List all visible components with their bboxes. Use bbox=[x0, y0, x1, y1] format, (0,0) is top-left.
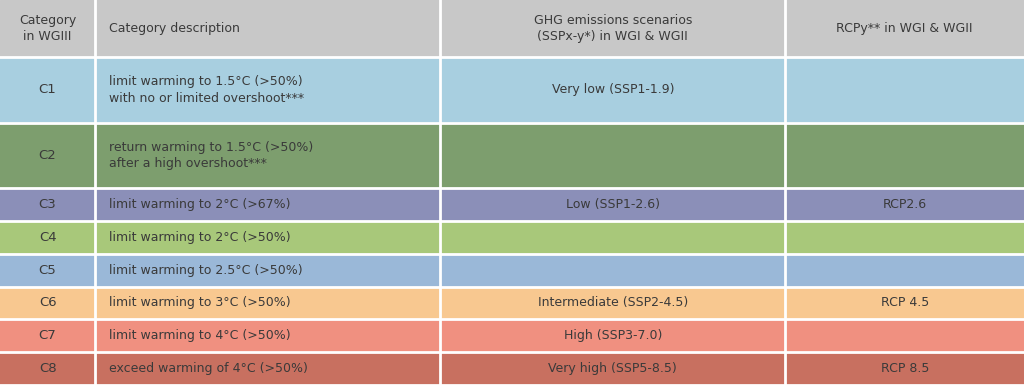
Text: C3: C3 bbox=[39, 198, 56, 211]
Text: GHG emissions scenarios
(SSPx-y*) in WGI & WGII: GHG emissions scenarios (SSPx-y*) in WGI… bbox=[534, 14, 692, 43]
Bar bbox=[0, 221, 1024, 254]
Text: C6: C6 bbox=[39, 296, 56, 310]
Text: RCPy** in WGI & WGII: RCPy** in WGI & WGII bbox=[837, 22, 973, 35]
Text: C7: C7 bbox=[39, 329, 56, 342]
Text: Very low (SSP1-1.9): Very low (SSP1-1.9) bbox=[552, 83, 674, 96]
Text: Very high (SSP5-8.5): Very high (SSP5-8.5) bbox=[549, 362, 677, 375]
Bar bbox=[0, 122, 1024, 188]
Bar bbox=[0, 188, 1024, 221]
Text: limit warming to 4°C (>50%): limit warming to 4°C (>50%) bbox=[109, 329, 290, 342]
Text: limit warming to 1.5°C (>50%)
with no or limited overshoot***: limit warming to 1.5°C (>50%) with no or… bbox=[109, 75, 304, 105]
Text: Category description: Category description bbox=[109, 22, 240, 35]
Text: RCP 4.5: RCP 4.5 bbox=[881, 296, 929, 310]
Text: C4: C4 bbox=[39, 231, 56, 244]
Text: RCP2.6: RCP2.6 bbox=[883, 198, 927, 211]
Text: limit warming to 3°C (>50%): limit warming to 3°C (>50%) bbox=[109, 296, 290, 310]
Text: Intermediate (SSP2-4.5): Intermediate (SSP2-4.5) bbox=[538, 296, 688, 310]
Bar bbox=[0, 286, 1024, 320]
Text: C5: C5 bbox=[39, 264, 56, 277]
Bar bbox=[0, 57, 1024, 122]
Text: limit warming to 2°C (>50%): limit warming to 2°C (>50%) bbox=[109, 231, 290, 244]
Bar bbox=[0, 0, 1024, 57]
Text: return warming to 1.5°C (>50%)
after a high overshoot***: return warming to 1.5°C (>50%) after a h… bbox=[109, 141, 312, 170]
Bar bbox=[0, 352, 1024, 385]
Text: exceed warming of 4°C (>50%): exceed warming of 4°C (>50%) bbox=[109, 362, 307, 375]
Text: limit warming to 2°C (>67%): limit warming to 2°C (>67%) bbox=[109, 198, 290, 211]
Text: High (SSP3-7.0): High (SSP3-7.0) bbox=[563, 329, 663, 342]
Text: C1: C1 bbox=[39, 83, 56, 96]
Bar bbox=[0, 320, 1024, 352]
Text: limit warming to 2.5°C (>50%): limit warming to 2.5°C (>50%) bbox=[109, 264, 302, 277]
Text: C8: C8 bbox=[39, 362, 56, 375]
Text: Low (SSP1-2.6): Low (SSP1-2.6) bbox=[566, 198, 659, 211]
Text: C2: C2 bbox=[39, 149, 56, 162]
Text: RCP 8.5: RCP 8.5 bbox=[881, 362, 929, 375]
Bar bbox=[0, 254, 1024, 286]
Text: Category
in WGIII: Category in WGIII bbox=[19, 14, 76, 43]
